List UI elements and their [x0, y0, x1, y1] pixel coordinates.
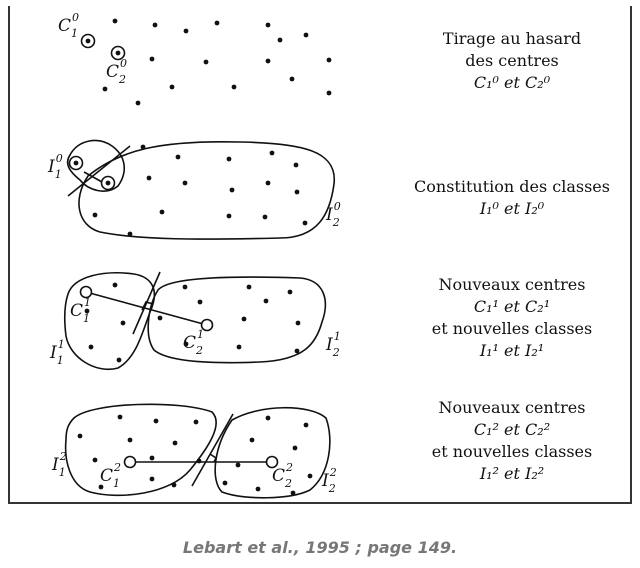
panel-4-separator-line	[191, 413, 234, 487]
panel-1-description: Tirage au hasard des centres C₁⁰ et C₂⁰	[398, 28, 626, 94]
panel-2-class-2-outline	[78, 140, 335, 240]
panel-3-center-c1	[79, 285, 93, 299]
panel-4-class-2-outline	[214, 406, 331, 499]
panel-2-class-1-outline	[66, 139, 125, 192]
desc-line: C₁² et C₂²	[473, 420, 551, 439]
desc-line: C₁¹ et C₂¹	[473, 297, 551, 316]
panel-4-label-c2: C22	[272, 461, 293, 490]
panel-4-description: Nouveaux centres C₁² et C₂² et nouvelles…	[398, 397, 626, 485]
panel-3-label-c2: C21	[183, 328, 204, 357]
panel-2-label-i1: I10	[47, 152, 63, 181]
panel-3-center-link	[85, 291, 208, 326]
panel-2-center-c1	[68, 155, 84, 171]
panel-3-center-c2	[200, 318, 214, 332]
panel-2-center-c2	[100, 175, 116, 191]
panel-2-points	[92, 144, 308, 237]
panel-2-label-i2: I20	[325, 200, 341, 229]
panel-4-center-c1	[123, 455, 137, 469]
desc-line: et nouvelles classes	[431, 442, 593, 461]
panel-4-label-i2: I22	[321, 466, 337, 495]
panel-1-label-c1: C10	[58, 11, 79, 40]
panel-1-label-c2: C20	[106, 57, 127, 86]
panel-2-separator-line-a	[67, 145, 131, 197]
kmeans-diagram-svg: C10 C20 I10 I20 C11 C21 I11 I21 I12 C12 …	[47, 11, 341, 499]
desc-line: C₁⁰ et C₂⁰	[473, 73, 551, 92]
panel-2-description: Constitution des classes I₁⁰ et I₂⁰	[398, 176, 626, 220]
panel-3-right-angle-mark	[141, 301, 154, 311]
desc-line: Tirage au hasard	[442, 29, 582, 48]
panel-4-points	[77, 414, 313, 496]
panel-3-class-1-outline	[63, 272, 156, 371]
panel-4-label-c1: C12	[100, 461, 121, 490]
panel-1-points	[102, 18, 332, 106]
panel-2-separator-line-b	[83, 171, 103, 183]
panel-4-label-i1: I12	[51, 450, 67, 479]
figure-caption: Lebart et al., 1995 ; page 149.	[182, 538, 458, 557]
desc-line: des centres	[465, 51, 559, 70]
desc-line: I₁² et I₂²	[479, 464, 545, 483]
panel-3-points	[84, 282, 301, 363]
panel-3-label-i2: I21	[325, 330, 341, 359]
figure-frame	[8, 6, 632, 504]
panel-4-right-angle-mark	[209, 453, 218, 463]
desc-line: Nouveaux centres	[438, 275, 586, 294]
panel-1-center-c1	[80, 33, 96, 49]
desc-line: I₁¹ et I₂¹	[479, 341, 545, 360]
panel-3-class-2-outline	[147, 276, 327, 364]
desc-line: I₁⁰ et I₂⁰	[479, 199, 545, 218]
panel-3-separator-line	[132, 271, 161, 335]
kmeans-figure: C10 C20 I10 I20 C11 C21 I11 I21 I12 C12 …	[8, 6, 632, 504]
panel-4-class-1-outline	[64, 403, 217, 497]
desc-line: et nouvelles classes	[431, 319, 593, 338]
desc-line: Constitution des classes	[414, 177, 610, 196]
desc-line: Nouveaux centres	[438, 398, 586, 417]
panel-4-center-c2	[265, 455, 279, 469]
panel-1-center-c2	[110, 45, 126, 61]
panel-3-label-c1: C11	[70, 296, 91, 325]
panel-3-label-i1: I11	[49, 338, 65, 367]
panel-3-description: Nouveaux centres C₁¹ et C₂¹ et nouvelles…	[398, 274, 626, 362]
